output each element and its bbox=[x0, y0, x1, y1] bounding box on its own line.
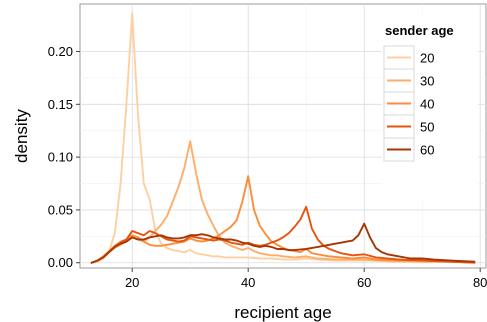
y-axis-title: density bbox=[12, 109, 31, 163]
y-tick-label: 0.10 bbox=[48, 150, 73, 165]
legend-label: 50 bbox=[420, 120, 434, 135]
x-tick-label: 60 bbox=[357, 275, 371, 290]
x-tick-label: 20 bbox=[125, 275, 139, 290]
legend-label: 40 bbox=[420, 97, 434, 112]
y-axis: 0.00 0.05 0.10 0.15 0.20 bbox=[48, 44, 80, 270]
legend-label: 30 bbox=[420, 74, 434, 89]
series-line-50 bbox=[90, 205, 476, 264]
x-axis-title: recipient age bbox=[234, 303, 331, 322]
grid-lines bbox=[80, 4, 486, 268]
legend-label: 20 bbox=[420, 51, 434, 66]
legend-title: sender age bbox=[385, 23, 454, 38]
y-tick-label: 0.00 bbox=[48, 255, 73, 270]
series-line-60 bbox=[90, 222, 476, 264]
y-tick-label: 0.05 bbox=[48, 202, 73, 217]
legend: sender age 20 30 40 50 60 bbox=[382, 14, 478, 200]
series-line-40 bbox=[90, 175, 476, 264]
x-tick-label: 80 bbox=[473, 275, 487, 290]
y-tick-label: 0.20 bbox=[48, 44, 73, 59]
x-axis: 20 40 60 80 bbox=[125, 268, 487, 290]
legend-label: 60 bbox=[420, 143, 434, 158]
legend-items: 20 30 40 50 60 bbox=[383, 45, 434, 162]
series-line-20 bbox=[90, 12, 476, 264]
x-tick-label: 40 bbox=[241, 275, 255, 290]
y-tick-label: 0.15 bbox=[48, 97, 73, 112]
series-lines bbox=[90, 12, 476, 264]
